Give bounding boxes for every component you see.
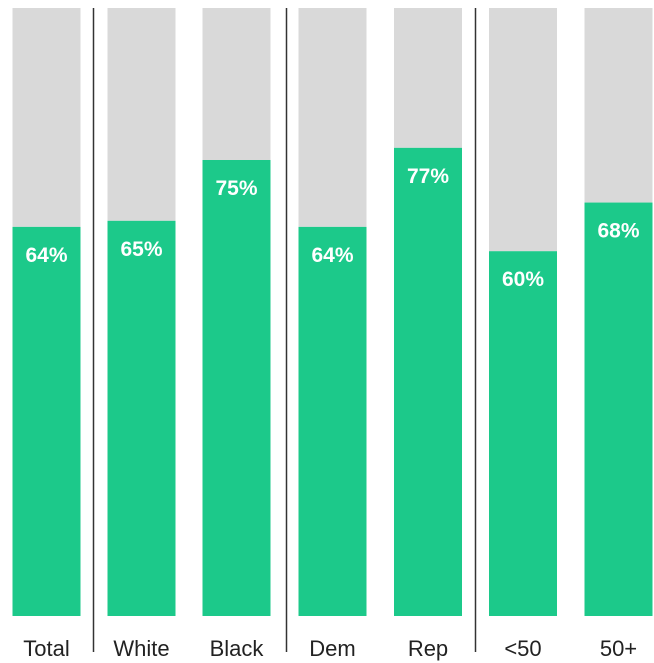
bar-total [13, 227, 81, 616]
bar-under50 [489, 251, 557, 616]
bar-dem [299, 227, 367, 616]
bar-remainder-white [108, 8, 176, 221]
bar-remainder-total [13, 8, 81, 227]
category-label-white: White [113, 636, 169, 661]
data-label-black: 75% [215, 177, 257, 200]
bar-remainder-under50 [489, 8, 557, 251]
data-label-rep: 77% [407, 165, 449, 188]
category-label-dem: Dem [309, 636, 355, 661]
data-label-total: 64% [25, 244, 67, 267]
bar-rep [394, 148, 462, 616]
bar-black [203, 160, 271, 616]
bar-remainder-dem [299, 8, 367, 227]
data-label-under50: 60% [502, 268, 544, 291]
bar-remainder-rep [394, 8, 462, 148]
category-label-under50: <50 [504, 636, 541, 661]
category-label-total: Total [23, 636, 69, 661]
bar-white [108, 221, 176, 616]
category-label-black: Black [210, 636, 265, 661]
bar-50plus [585, 203, 653, 616]
data-label-50plus: 68% [597, 220, 639, 243]
category-label-rep: Rep [408, 636, 448, 661]
data-label-dem: 64% [311, 244, 353, 267]
category-label-50plus: 50+ [600, 636, 637, 661]
data-label-white: 65% [120, 238, 162, 261]
bar-remainder-black [203, 8, 271, 160]
bar-remainder-50 [585, 8, 653, 203]
